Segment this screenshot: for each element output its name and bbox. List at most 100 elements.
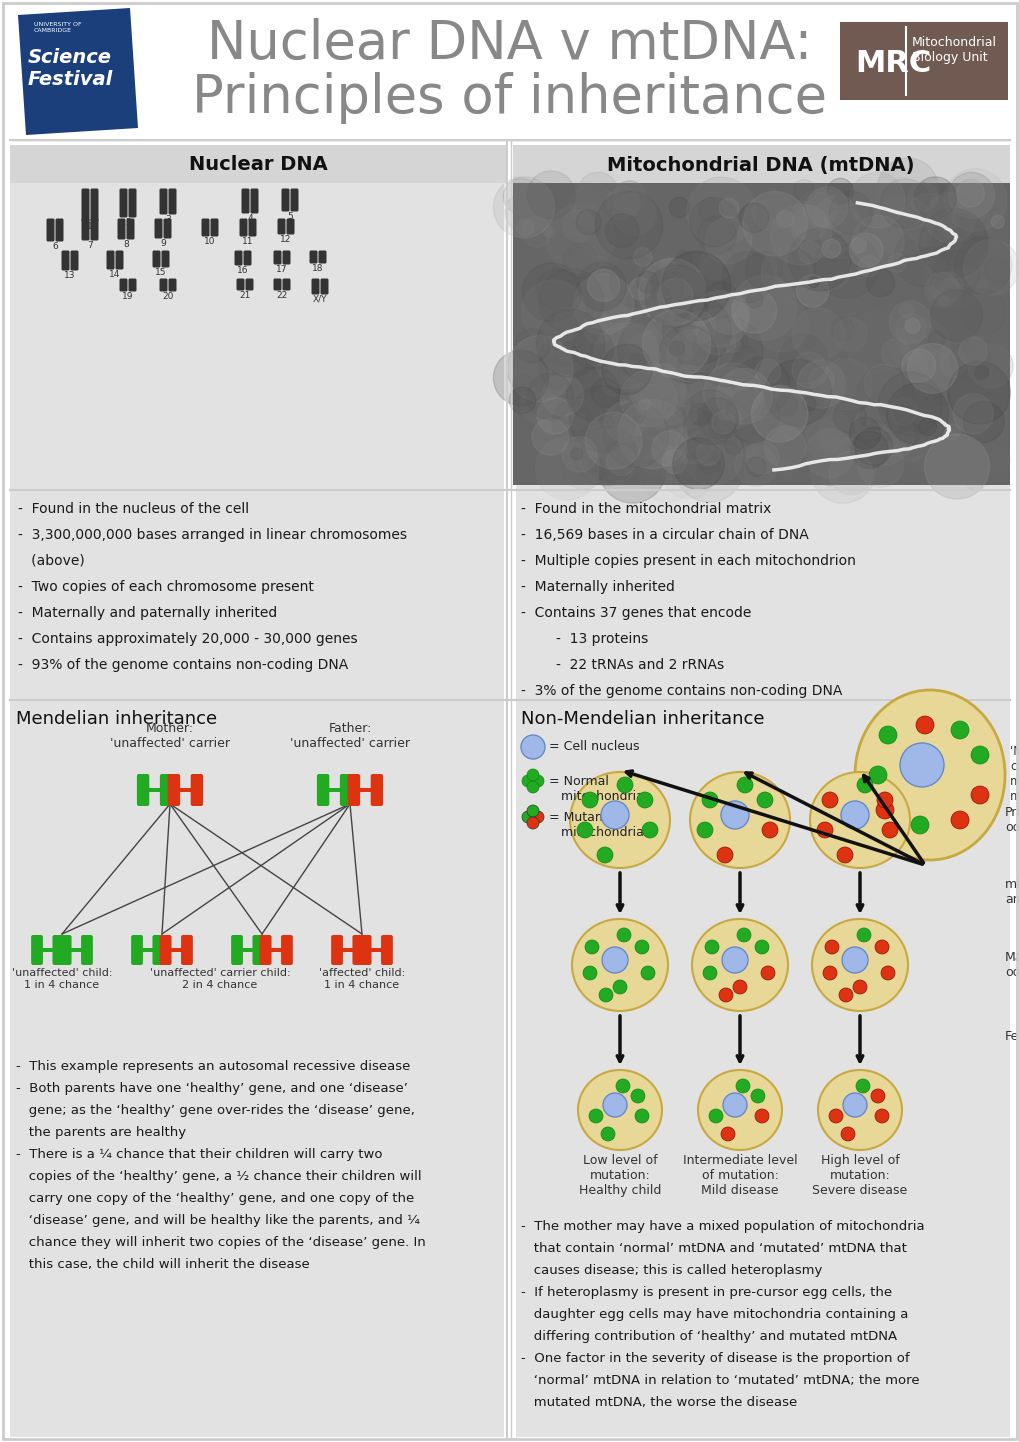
Circle shape: [808, 368, 834, 392]
Circle shape: [754, 940, 768, 955]
Text: that contain ‘normal’ mtDNA and ‘mutated’ mtDNA that: that contain ‘normal’ mtDNA and ‘mutated…: [521, 1242, 906, 1255]
Circle shape: [833, 401, 865, 434]
Circle shape: [561, 437, 597, 472]
Circle shape: [598, 988, 612, 1002]
Circle shape: [582, 313, 612, 343]
Circle shape: [851, 238, 865, 252]
Circle shape: [602, 372, 626, 397]
Text: -  This example represents an autosomal recessive disease: - This example represents an autosomal r…: [16, 1060, 410, 1073]
Circle shape: [604, 402, 644, 443]
Circle shape: [797, 360, 845, 408]
Circle shape: [577, 822, 592, 838]
Text: -  Found in the nucleus of the cell: - Found in the nucleus of the cell: [18, 502, 249, 516]
Circle shape: [760, 248, 811, 298]
FancyBboxPatch shape: [119, 278, 127, 291]
Circle shape: [554, 307, 579, 332]
FancyBboxPatch shape: [159, 189, 167, 215]
Circle shape: [532, 418, 569, 456]
Circle shape: [937, 296, 949, 306]
Circle shape: [504, 192, 546, 234]
Text: 5: 5: [286, 212, 292, 221]
Text: 10: 10: [204, 236, 216, 247]
Text: -  Contains approximately 20,000 - 30,000 genes: - Contains approximately 20,000 - 30,000…: [18, 632, 358, 646]
Circle shape: [521, 218, 551, 247]
Bar: [10, 490, 506, 699]
FancyBboxPatch shape: [60, 934, 71, 965]
Circle shape: [578, 424, 640, 486]
Circle shape: [627, 281, 671, 324]
Circle shape: [543, 226, 554, 238]
Circle shape: [810, 438, 875, 503]
Circle shape: [650, 414, 720, 485]
Circle shape: [822, 966, 837, 981]
FancyBboxPatch shape: [277, 219, 285, 235]
Bar: [147, 787, 162, 792]
Circle shape: [967, 343, 1012, 388]
Circle shape: [821, 472, 837, 486]
FancyBboxPatch shape: [242, 189, 250, 213]
Circle shape: [517, 219, 533, 236]
FancyBboxPatch shape: [318, 251, 326, 264]
Circle shape: [755, 298, 808, 352]
Circle shape: [601, 947, 628, 973]
Circle shape: [726, 329, 747, 350]
Circle shape: [848, 418, 879, 448]
Text: -  Both parents have one ‘healthy’ gene, and one ‘disease’: - Both parents have one ‘healthy’ gene, …: [16, 1082, 408, 1094]
Circle shape: [703, 363, 761, 421]
Circle shape: [896, 421, 919, 446]
FancyBboxPatch shape: [82, 219, 90, 241]
Circle shape: [802, 192, 837, 226]
FancyBboxPatch shape: [152, 934, 164, 965]
Circle shape: [624, 320, 656, 353]
Circle shape: [733, 981, 746, 994]
FancyBboxPatch shape: [281, 934, 292, 965]
FancyBboxPatch shape: [353, 934, 364, 965]
FancyBboxPatch shape: [61, 251, 69, 271]
Circle shape: [659, 258, 675, 273]
Circle shape: [637, 376, 689, 428]
FancyBboxPatch shape: [231, 934, 243, 965]
Circle shape: [855, 1079, 869, 1093]
Circle shape: [726, 337, 740, 352]
Circle shape: [850, 431, 888, 469]
Circle shape: [689, 379, 719, 408]
Circle shape: [727, 353, 782, 407]
Circle shape: [944, 169, 1006, 231]
Text: = Normal
   mitochondria: = Normal mitochondria: [548, 774, 643, 803]
Circle shape: [663, 407, 686, 428]
Circle shape: [959, 195, 1000, 235]
Circle shape: [879, 179, 929, 228]
Circle shape: [826, 179, 852, 203]
Text: -  3,300,000,000 bases arranged in linear chromosomes: - 3,300,000,000 bases arranged in linear…: [18, 528, 407, 542]
Circle shape: [950, 340, 990, 381]
Circle shape: [635, 363, 703, 431]
Text: mtDNA
amplification: mtDNA amplification: [1004, 878, 1019, 906]
Text: Mitochondrial DNA (mtDNA): Mitochondrial DNA (mtDNA): [606, 156, 914, 174]
FancyBboxPatch shape: [168, 278, 176, 291]
Bar: [178, 787, 193, 792]
Circle shape: [698, 198, 721, 222]
Circle shape: [851, 402, 913, 466]
Circle shape: [649, 271, 683, 306]
Text: Principles of inheritance: Principles of inheritance: [193, 72, 826, 124]
FancyBboxPatch shape: [282, 278, 290, 290]
Circle shape: [887, 254, 906, 273]
FancyBboxPatch shape: [159, 278, 167, 291]
FancyBboxPatch shape: [236, 278, 245, 290]
Text: 18: 18: [312, 264, 323, 273]
Circle shape: [880, 966, 894, 981]
Text: -  The mother may have a mixed population of mitochondria: - The mother may have a mixed population…: [521, 1220, 923, 1233]
Circle shape: [606, 447, 635, 476]
Circle shape: [746, 291, 762, 307]
Circle shape: [640, 966, 654, 981]
FancyBboxPatch shape: [273, 278, 281, 290]
Circle shape: [742, 192, 807, 255]
Circle shape: [953, 394, 993, 434]
Text: -  One factor in the severity of disease is the proportion of: - One factor in the severity of disease …: [521, 1353, 909, 1366]
Circle shape: [536, 398, 573, 434]
Circle shape: [605, 213, 639, 248]
Ellipse shape: [697, 1070, 782, 1151]
Circle shape: [629, 277, 651, 300]
Circle shape: [603, 402, 668, 467]
Text: 21: 21: [239, 291, 251, 300]
